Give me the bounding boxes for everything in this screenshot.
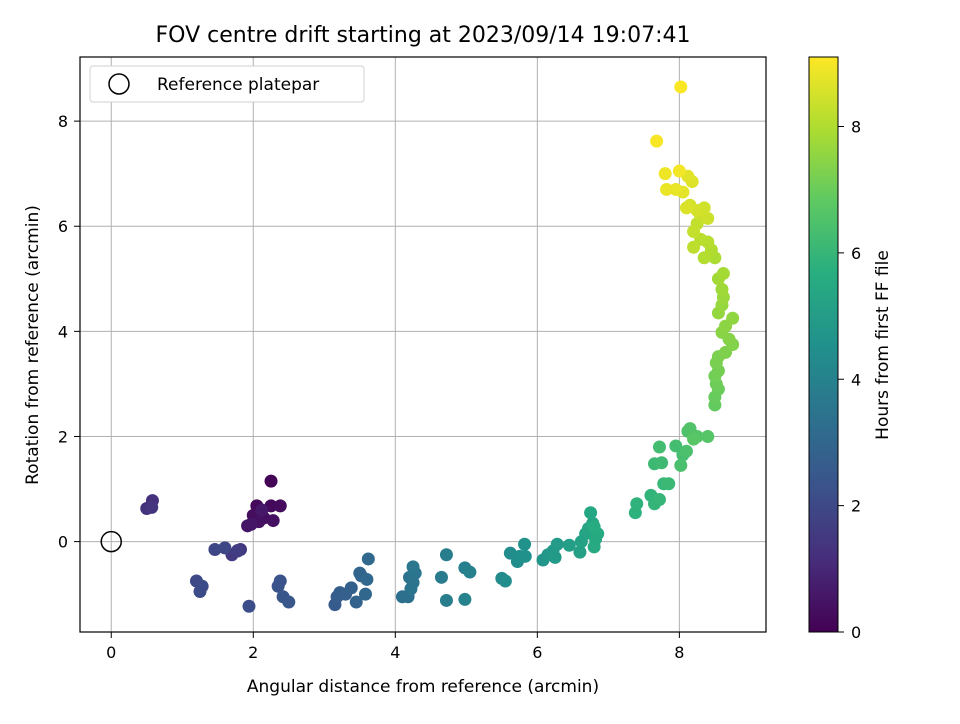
y-axis-label: Rotation from reference (arcmin) (23, 205, 43, 485)
colorbar-tick-label: 4 (851, 370, 861, 389)
data-point (358, 587, 372, 601)
x-tick-label: 6 (532, 643, 542, 662)
data-point (672, 164, 686, 178)
data-point (463, 565, 477, 579)
data-point (630, 497, 644, 511)
data-point (406, 560, 420, 574)
chart-title: FOV centre drift starting at 2023/09/14 … (156, 23, 691, 48)
data-point (498, 574, 512, 588)
data-point (658, 167, 672, 181)
y-tick-label: 2 (58, 427, 68, 446)
plot-frame (79, 56, 767, 633)
data-point (701, 429, 715, 443)
data-point (518, 549, 532, 563)
data-point (264, 474, 278, 488)
data-point (674, 80, 688, 94)
data-point (231, 544, 245, 558)
data-point (344, 581, 358, 595)
data-point (587, 520, 601, 534)
data-point (687, 224, 701, 238)
data-point (439, 548, 453, 562)
data-point (715, 282, 729, 296)
data-point (679, 444, 693, 458)
x-tick-label: 2 (248, 643, 258, 662)
data-point (404, 582, 418, 596)
data-point (244, 517, 258, 531)
data-point (458, 592, 472, 606)
data-point (242, 599, 256, 613)
data-point (674, 458, 688, 472)
data-point (195, 579, 209, 593)
data-point (669, 182, 683, 196)
data-point (716, 267, 730, 281)
reference-point (100, 530, 122, 553)
data-point (271, 579, 285, 593)
colorbar-tick-label: 0 (851, 623, 861, 642)
legend-marker (108, 73, 130, 95)
data-point (208, 542, 222, 556)
x-axis-ticks: 0 2 4 6 8 (106, 632, 684, 662)
data-point (660, 182, 674, 196)
data-point (726, 311, 740, 325)
data-point (669, 439, 683, 453)
data-point (652, 440, 666, 454)
x-tick-label: 8 (674, 643, 684, 662)
x-axis-label: Angular distance from reference (arcmin) (247, 677, 599, 697)
data-point (255, 503, 269, 517)
legend-label: Reference platepar (157, 75, 319, 95)
colorbar-ticks: 0 2 4 6 8 (838, 118, 861, 642)
colorbar-tick-label: 8 (851, 118, 861, 137)
colorbar (808, 56, 839, 633)
y-tick-label: 0 (58, 533, 68, 552)
y-tick-label: 8 (58, 112, 68, 131)
data-point (518, 537, 532, 551)
data-point (655, 456, 669, 470)
data-point (701, 211, 715, 225)
x-tick-label: 4 (390, 643, 400, 662)
data-point (652, 493, 666, 507)
colorbar-tick-label: 6 (851, 244, 861, 263)
data-point (550, 537, 564, 551)
legend-box (89, 65, 365, 103)
data-point (687, 240, 701, 254)
grid-lines (80, 57, 766, 632)
data-point (562, 538, 576, 552)
data-point (662, 477, 676, 491)
data-point (145, 500, 159, 514)
y-tick-label: 4 (58, 322, 68, 341)
data-point (273, 499, 287, 513)
data-point (587, 540, 601, 554)
data-point (679, 201, 693, 215)
data-point (361, 552, 375, 566)
data-point (650, 134, 664, 148)
data-points (140, 80, 740, 613)
colorbar-tick-label: 2 (851, 497, 861, 516)
x-tick-label: 0 (106, 643, 116, 662)
data-point (439, 593, 453, 607)
data-point (218, 541, 232, 555)
data-point (434, 570, 448, 584)
colorbar-label: Hours from first FF file (873, 250, 893, 440)
data-point (360, 572, 374, 586)
data-point (266, 514, 280, 528)
data-point (584, 506, 598, 520)
data-point (573, 545, 587, 559)
legend: Reference platepar (89, 65, 365, 103)
data-point (349, 595, 363, 609)
data-point (282, 595, 296, 609)
y-tick-label: 6 (58, 217, 68, 236)
data-point (687, 432, 701, 446)
y-axis-ticks: 0 2 4 6 8 (58, 112, 80, 552)
data-point (548, 550, 562, 564)
data-point (697, 251, 711, 265)
